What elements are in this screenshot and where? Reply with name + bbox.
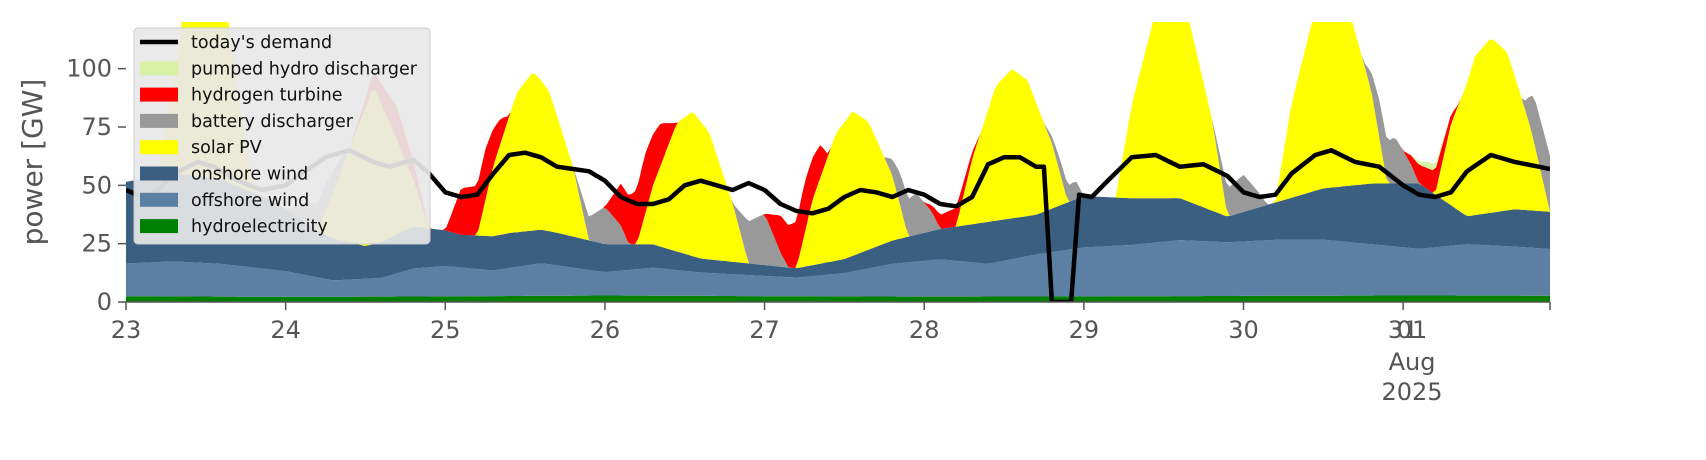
legend-swatch xyxy=(140,192,178,207)
legend-label: pumped hydro discharger xyxy=(191,59,418,79)
legend-box xyxy=(133,27,431,245)
area-onshore-wind xyxy=(126,173,1550,281)
area-series-group xyxy=(126,22,1550,302)
legend: today's demand pumped hydro discharger hyd… xyxy=(133,27,431,245)
x-sublabel: 2025 xyxy=(1381,378,1442,406)
legend-label: hydroelectricity xyxy=(191,217,328,237)
legend-label: today's demand xyxy=(191,33,332,53)
x-tick-label: 30 xyxy=(1228,316,1259,344)
legend-swatch xyxy=(140,61,178,76)
y-tick-label: 0 xyxy=(97,288,112,316)
x-sublabel: Aug xyxy=(1389,348,1436,376)
legend-label: onshore wind xyxy=(191,165,308,185)
area-hydroelectricity xyxy=(126,295,1550,302)
y-tick-label: 75 xyxy=(81,113,112,141)
legend-label: offshore wind xyxy=(191,191,309,211)
x-tick-label: 25 xyxy=(430,316,461,344)
legend-swatch xyxy=(140,113,178,128)
x-tick-label: 28 xyxy=(909,316,940,344)
legend-label: hydrogen turbine xyxy=(191,86,343,106)
x-tick-label: 24 xyxy=(270,316,301,344)
legend-label: solar PV xyxy=(191,138,262,158)
area-hydrogen-turbine xyxy=(126,22,1550,269)
x-tick-label: 26 xyxy=(590,316,621,344)
y-tick-label: 25 xyxy=(81,230,112,258)
area-solar-PV xyxy=(126,22,1550,269)
legend-swatch xyxy=(140,166,178,181)
y-tick-label: 50 xyxy=(81,171,112,199)
x-tick-label: 01 xyxy=(1397,316,1428,344)
area-offshore-wind xyxy=(126,239,1550,297)
y-tick-label: 100 xyxy=(66,55,112,83)
legend-label: battery discharger xyxy=(191,112,354,132)
legend-swatch xyxy=(140,87,178,102)
x-tick-label: 27 xyxy=(749,316,780,344)
x-tick-label: 29 xyxy=(1069,316,1100,344)
y-axis-title: power [GW] xyxy=(16,79,49,246)
x-tick-label: 31 xyxy=(1388,316,1419,344)
x-tick-label: 23 xyxy=(111,316,142,344)
legend-swatch xyxy=(140,219,178,234)
legend-swatch xyxy=(140,140,178,155)
